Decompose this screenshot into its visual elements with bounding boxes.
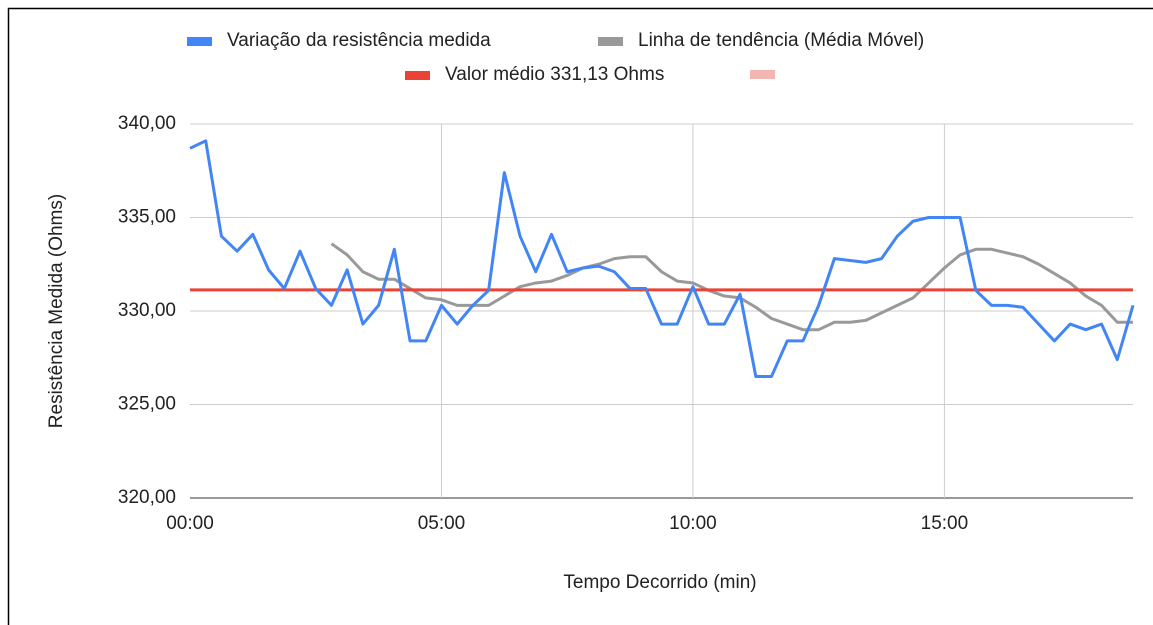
series-line <box>189 139 1135 378</box>
frame <box>7 7 1153 625</box>
y-tick-label: 330,00 <box>118 300 176 321</box>
legend-swatch <box>187 37 212 46</box>
legend-swatch <box>598 37 623 46</box>
series-line <box>330 242 1133 332</box>
x-tick-label: 10:00 <box>669 513 717 534</box>
legend-swatch <box>405 71 430 80</box>
y-tick-label: 340,00 <box>118 113 176 134</box>
legend-label: Valor médio 331,13 Ohms <box>445 64 664 85</box>
y-tick-label: 320,00 <box>118 487 176 508</box>
y-tick-label: 325,00 <box>118 394 176 415</box>
legend-label: Variação da resistência medida <box>227 30 491 51</box>
x-tick-label: 05:00 <box>418 513 466 534</box>
x-tick-label: 00:00 <box>166 513 214 534</box>
y-axis-title: Resistência Medida (Ohms) <box>46 194 67 428</box>
x-tick-label: 15:00 <box>921 513 969 534</box>
legend-label: Linha de tendência (Média Móvel) <box>638 30 924 51</box>
legend-swatch-extra <box>750 70 775 79</box>
y-tick-label: 335,00 <box>118 207 176 228</box>
x-axis-title: Tempo Decorrido (min) <box>563 572 756 593</box>
